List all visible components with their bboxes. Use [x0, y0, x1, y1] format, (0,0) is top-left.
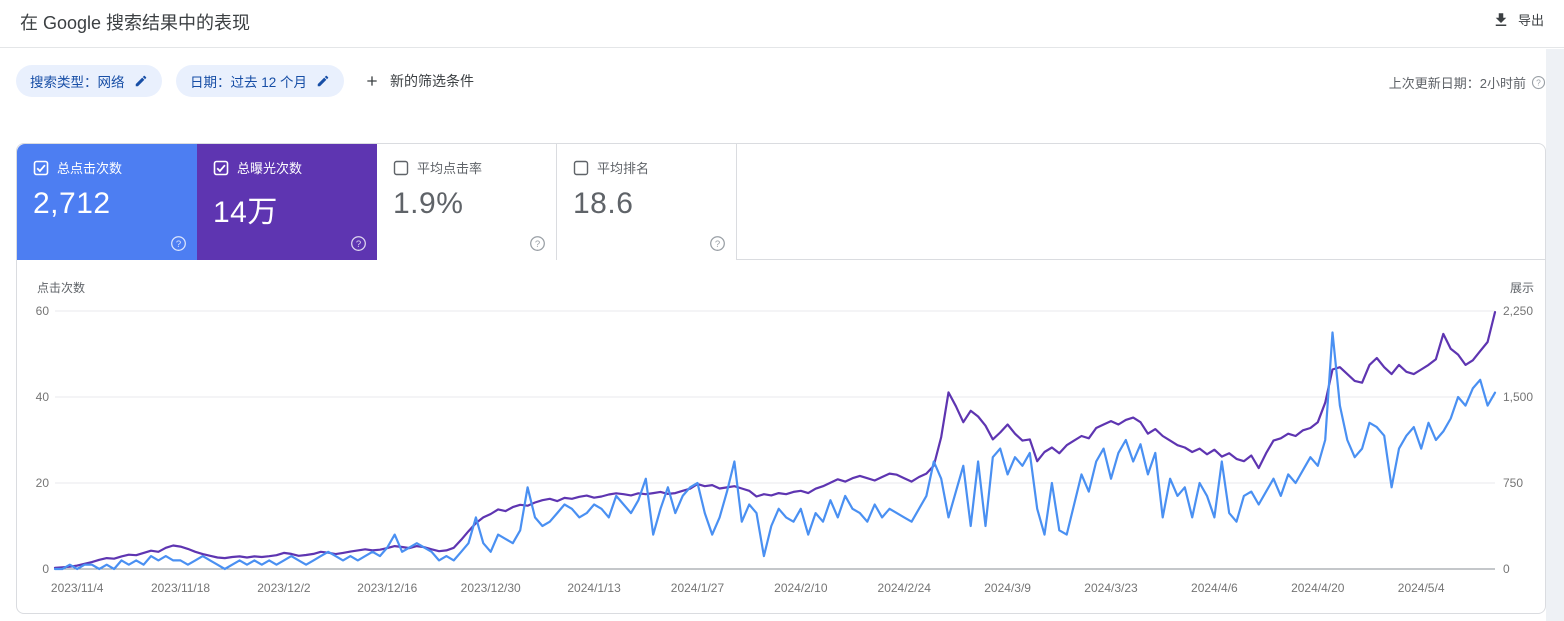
- x-axis-tick: 2024/2/10: [774, 581, 828, 595]
- impressions-line[interactable]: [53, 310, 1497, 569]
- metric-value: 14万: [213, 196, 278, 229]
- x-axis-tick: 2023/11/4: [51, 581, 104, 595]
- right-axis-tick: 2,250: [1503, 304, 1533, 318]
- x-axis-tick: 2024/5/4: [1398, 581, 1445, 595]
- help-icon[interactable]: ?: [709, 235, 726, 252]
- add-filter-button[interactable]: 新的筛选条件: [356, 65, 482, 97]
- x-axis-tick: 2023/12/2: [257, 581, 311, 595]
- x-axis-tick: 2024/2/24: [878, 581, 932, 595]
- metric-label: 总曝光次数: [237, 161, 303, 176]
- checkbox-unchecked-icon[interactable]: [393, 160, 409, 176]
- help-icon[interactable]: ?: [529, 235, 546, 252]
- metric-card-average-position[interactable]: 平均排名 18.6 ?: [557, 144, 737, 260]
- metric-label: 总点击次数: [57, 161, 123, 176]
- page-title: 在 Google 搜索结果中的表现: [20, 13, 251, 33]
- metric-label: 平均点击率: [417, 161, 483, 176]
- svg-text:?: ?: [356, 239, 361, 250]
- metric-label: 平均排名: [597, 161, 650, 176]
- x-axis-tick: 2024/4/20: [1291, 581, 1345, 595]
- page-header: 在 Google 搜索结果中的表现 导出: [0, 0, 1564, 48]
- svg-text:?: ?: [176, 239, 181, 250]
- edit-pencil-icon[interactable]: [316, 74, 330, 88]
- x-axis-tick: 2024/1/27: [671, 581, 725, 595]
- svg-text:?: ?: [1536, 78, 1541, 88]
- right-axis-title: 展示: [1510, 281, 1534, 295]
- left-axis-tick: 20: [36, 476, 50, 490]
- edit-pencil-icon[interactable]: [134, 74, 148, 88]
- plus-icon: [367, 76, 377, 86]
- filter-bar: 搜索类型：网络 日期：过去 12 个月 新的筛选条件 上次更新日期：2小时前 ?: [0, 48, 1564, 112]
- x-axis-tick: 2024/4/6: [1191, 581, 1238, 595]
- left-axis-tick: 0: [42, 562, 49, 576]
- x-axis-tick: 2023/12/16: [357, 581, 417, 595]
- filter-chip-label: 搜索类型：网络: [30, 75, 125, 90]
- left-axis-tick: 40: [36, 390, 50, 404]
- filter-chip-label: 日期：过去 12 个月: [190, 75, 308, 90]
- metric-value: 2,712: [33, 187, 111, 220]
- help-icon[interactable]: ?: [350, 235, 367, 252]
- svg-text:?: ?: [715, 239, 720, 250]
- right-axis-tick: 0: [1503, 562, 1510, 576]
- page-right-gutter: [1546, 49, 1564, 621]
- performance-chart[interactable]: 0 0 20 750 40 1,500 60 2,250 点击次数 展示 2023/11/4 2023…: [17, 261, 1545, 614]
- checkbox-unchecked-icon[interactable]: [573, 160, 589, 176]
- left-axis-tick: 60: [36, 304, 50, 318]
- right-axis-tick: 750: [1503, 476, 1523, 490]
- download-icon: [1495, 12, 1507, 26]
- x-axis-tick: 2024/1/13: [567, 581, 621, 595]
- x-axis-tick: 2023/12/30: [461, 581, 521, 595]
- metric-value: 1.9%: [393, 187, 464, 220]
- metric-card-total-impressions[interactable]: 总曝光次数 14万 ?: [197, 144, 377, 260]
- metric-card-total-clicks[interactable]: 总点击次数 2,712 ?: [17, 144, 197, 260]
- export-button[interactable]: 导出: [1492, 10, 1544, 29]
- filter-chip-search-type[interactable]: 搜索类型：网络: [16, 65, 162, 97]
- add-filter-label: 新的筛选条件: [390, 73, 474, 89]
- left-axis-title: 点击次数: [37, 280, 85, 295]
- checkbox-checked-icon[interactable]: [33, 160, 49, 176]
- performance-panel: 总点击次数 2,712 ? 总曝光次数 14万 ?: [16, 143, 1546, 614]
- line-chart-canvas[interactable]: 0 0 20 750 40 1,500 60 2,250 点击次数 展示 2023/11/4 2023…: [17, 261, 1545, 614]
- metric-value: 18.6: [573, 187, 634, 220]
- x-axis-tick: 2024/3/23: [1084, 581, 1138, 595]
- help-icon[interactable]: ?: [1531, 75, 1546, 90]
- svg-text:?: ?: [535, 239, 540, 250]
- export-label: 导出: [1517, 13, 1544, 28]
- x-axis-tick: 2023/11/18: [151, 581, 210, 595]
- metric-card-average-ctr[interactable]: 平均点击率 1.9% ?: [377, 144, 557, 260]
- help-icon[interactable]: ?: [170, 235, 187, 252]
- last-updated-text: 上次更新日期：2小时前: [1388, 76, 1526, 91]
- metric-cards: 总点击次数 2,712 ? 总曝光次数 14万 ?: [17, 144, 1545, 260]
- checkbox-checked-icon[interactable]: [213, 160, 229, 176]
- clicks-line[interactable]: [53, 331, 1497, 571]
- x-axis-tick: 2024/3/9: [984, 581, 1031, 595]
- last-updated-status: 上次更新日期：2小时前 ?: [1389, 73, 1546, 92]
- right-axis-tick: 1,500: [1503, 390, 1533, 404]
- filter-chip-date-range[interactable]: 日期：过去 12 个月: [176, 65, 345, 97]
